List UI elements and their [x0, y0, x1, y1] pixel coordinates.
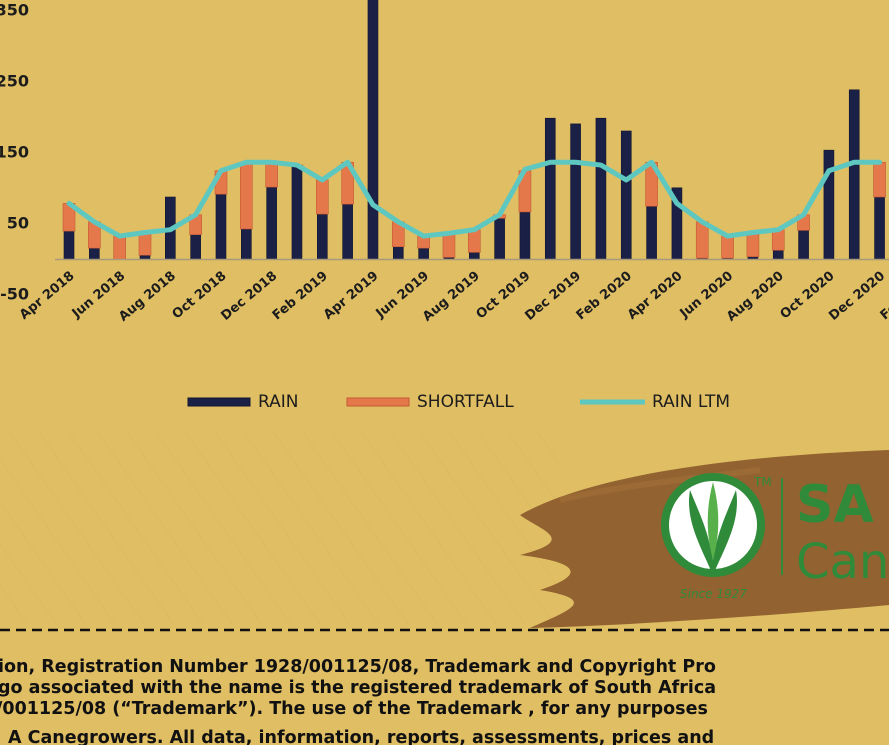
bar — [241, 229, 251, 260]
y-tick-label: 150 — [0, 143, 29, 162]
bar — [316, 180, 328, 214]
y-tick-label: 250 — [0, 72, 29, 91]
footer-line: A Canegrowers. All data, information, re… — [8, 728, 714, 745]
bar — [722, 236, 734, 258]
bar — [64, 231, 74, 259]
background-texture — [0, 430, 560, 625]
bar — [874, 162, 886, 197]
bar — [114, 236, 126, 259]
x-tick-label: Dec 2018 — [218, 269, 280, 324]
bar — [240, 162, 252, 229]
y-tick-label: -50 — [0, 285, 29, 304]
x-tick-label: Feb 2020 — [574, 269, 635, 324]
bar — [621, 131, 631, 260]
bar — [545, 118, 555, 259]
plot — [63, 0, 886, 259]
x-tick-label: Dec 2020 — [826, 269, 888, 324]
logo-since: Since 1927 — [680, 587, 747, 601]
footer-line: go associated with the name is the regis… — [0, 678, 716, 698]
bar — [317, 214, 327, 259]
bar — [267, 187, 277, 259]
bar — [520, 212, 530, 260]
bar — [468, 230, 480, 253]
x-tick-label: Apr 2019 — [321, 269, 382, 323]
bar — [469, 252, 479, 259]
footer-line: ion, Registration Number 1928/001125/08,… — [0, 657, 716, 677]
bar — [596, 118, 606, 259]
logo: TM SA Canegrowers Since 1927 — [520, 450, 889, 628]
legend-swatch — [347, 398, 409, 406]
bar — [747, 233, 759, 257]
bar — [773, 250, 783, 259]
bar — [368, 0, 378, 259]
bar — [443, 233, 455, 257]
legend-label: RAIN — [258, 392, 298, 412]
bar — [343, 204, 353, 259]
page: {"chart_data": {"type": "bar", "stacked"… — [0, 0, 889, 745]
logo-name: SA — [796, 475, 874, 535]
bar — [495, 218, 505, 259]
bar — [419, 248, 429, 259]
bar — [266, 162, 278, 187]
bar — [647, 206, 657, 259]
y-tick-label: 350 — [0, 1, 29, 20]
bar — [89, 248, 99, 259]
bar — [824, 150, 834, 259]
legend-label: RAIN LTM — [652, 392, 730, 412]
bar — [875, 197, 885, 259]
y-tick-label: 50 — [7, 214, 29, 233]
bar — [849, 90, 859, 260]
footer-line: /001125/08 (“Trademark”). The use of the… — [0, 699, 708, 719]
bar — [393, 247, 403, 260]
bar — [799, 230, 809, 259]
bar — [216, 194, 226, 259]
chart: TM SA Canegrowers Since 1927 ion, Regist… — [0, 0, 889, 745]
logo-name: Canegrowers — [796, 534, 889, 590]
x-tick-label: Feb 2019 — [270, 269, 331, 324]
x-tick-label: Apr 2020 — [625, 269, 686, 323]
bar — [696, 222, 708, 258]
logo-tm: TM — [753, 475, 772, 489]
bar — [292, 166, 302, 260]
bar — [772, 230, 784, 251]
bar — [571, 124, 581, 260]
bar — [191, 235, 201, 260]
bar — [139, 233, 151, 256]
legend-swatch — [188, 398, 250, 406]
x-tick-label: Dec 2019 — [522, 269, 584, 324]
legend-label: SHORTFALL — [417, 392, 514, 412]
